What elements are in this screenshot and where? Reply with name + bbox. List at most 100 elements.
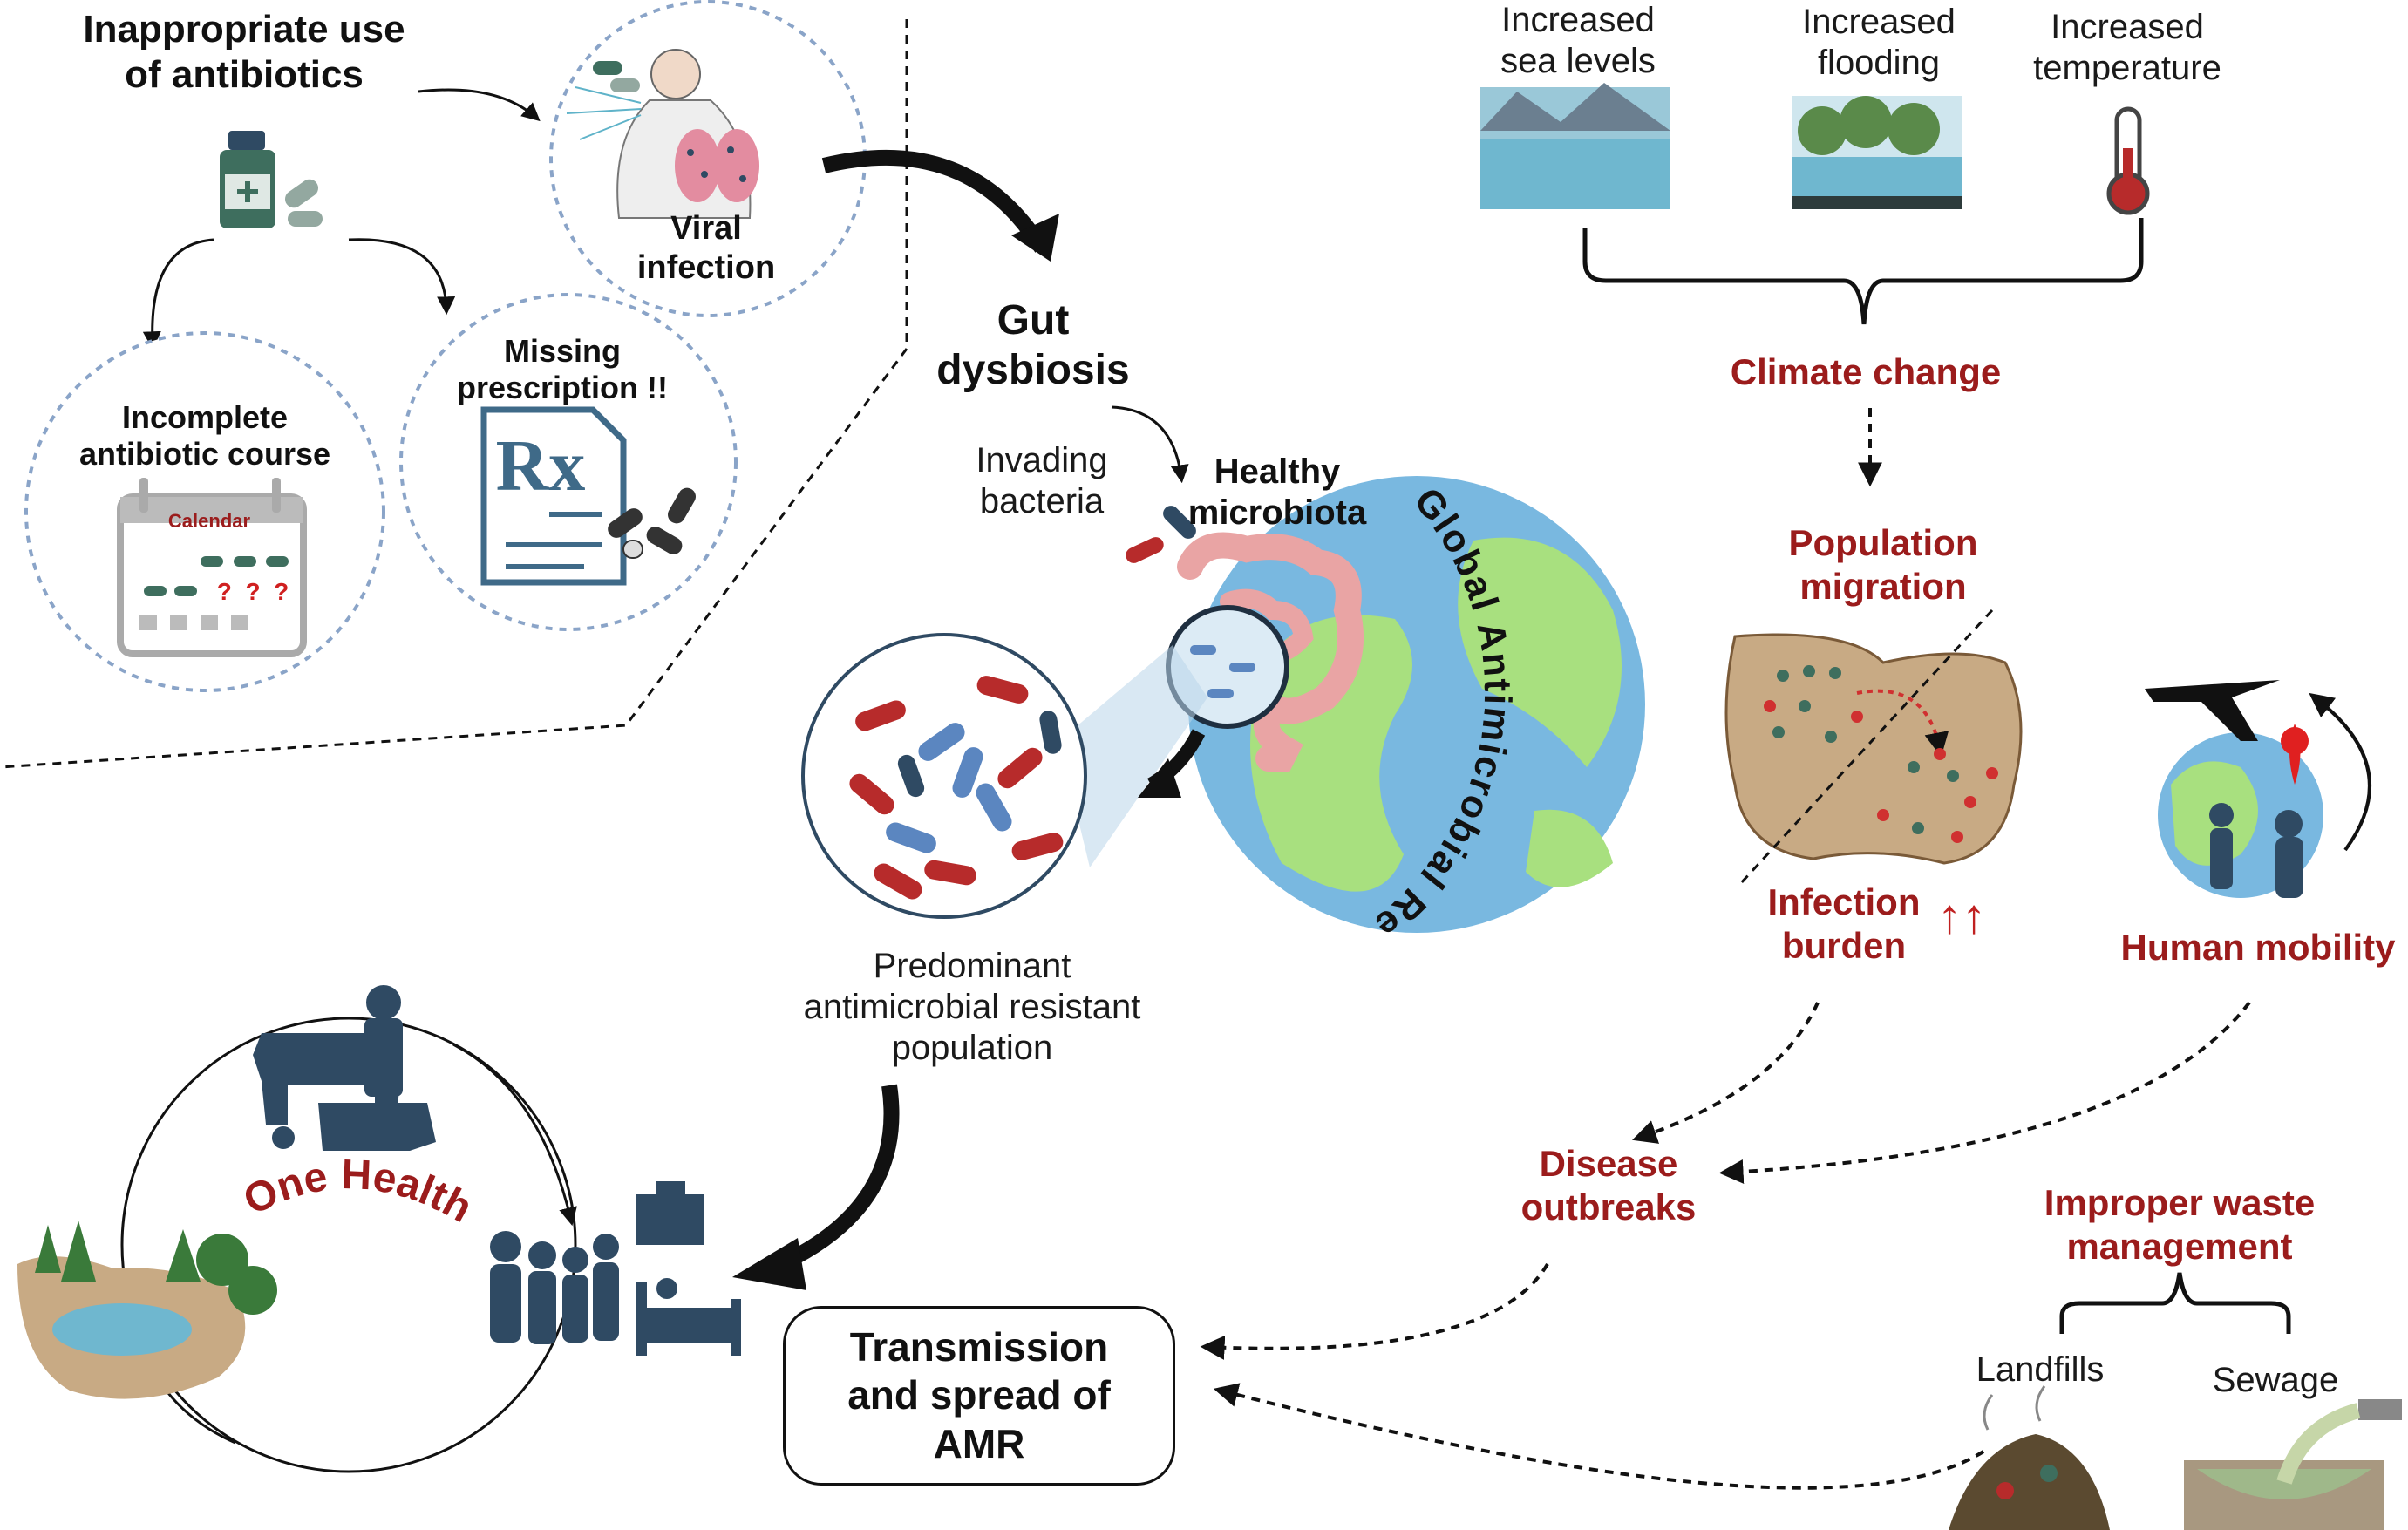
invading-bacteria-line1: Invading bbox=[976, 441, 1108, 479]
healthy-microbiota-line1: Healthy bbox=[1214, 452, 1341, 491]
invading-bacteria-label: Invading bacteria bbox=[946, 440, 1138, 522]
incomplete-course-circle bbox=[24, 331, 385, 692]
viral-infection-label: Viral infection bbox=[628, 209, 785, 288]
incomplete-course-line2: antibiotic course bbox=[78, 436, 331, 473]
thermometer-icon bbox=[2106, 106, 2150, 215]
flooding-icon bbox=[1792, 96, 1962, 209]
sewage-icon bbox=[2184, 1399, 2402, 1530]
livestock-farmer-icon bbox=[253, 985, 436, 1151]
gut-dysbiosis-label: Gut dysbiosis bbox=[907, 296, 1160, 395]
sea-level-icon bbox=[1480, 83, 1670, 209]
arrow-resistant-to-amr-head bbox=[732, 1238, 806, 1290]
incomplete-course-label: Incomplete antibiotic course bbox=[61, 399, 349, 473]
temperature-label: Increased temperature bbox=[2014, 7, 2241, 89]
missing-prescription-circle bbox=[399, 293, 738, 631]
human-mobility-icon bbox=[2145, 680, 2323, 898]
zoom-wedge bbox=[1059, 645, 1207, 867]
disease-outbreaks-line2: outbreaks bbox=[1520, 1186, 1697, 1227]
amr-line1: Transmission bbox=[849, 1324, 1109, 1370]
arrow-mobility-loop bbox=[2309, 692, 2371, 852]
section-divider bbox=[0, 19, 908, 769]
temperature-line1: Increased bbox=[2051, 8, 2204, 46]
medicine-bottle-icon bbox=[220, 131, 323, 228]
sea-levels-label: Increased sea levels bbox=[1473, 0, 1683, 82]
healthy-microbiota-label: Healthy microbiota bbox=[1168, 452, 1386, 534]
incomplete-course-line1: Incomplete bbox=[121, 399, 289, 435]
invading-bacteria-line2: bacteria bbox=[979, 482, 1105, 521]
flooding-line1: Increased bbox=[1802, 3, 1956, 41]
sea-levels-line2: sea levels bbox=[1500, 42, 1656, 81]
one-health-title: One Health bbox=[236, 1152, 480, 1232]
infection-burden-line1: Infection bbox=[1767, 881, 1921, 922]
resistant-population-circle bbox=[801, 633, 1087, 919]
flooding-label: Increased flooding bbox=[1779, 2, 1979, 84]
infection-burden-label: Infection burden bbox=[1744, 881, 1944, 967]
calendar-label: Calendar bbox=[167, 510, 251, 532]
resistant-population-label: Predominant antimicrobial resistant popu… bbox=[767, 946, 1177, 1070]
rx-symbol: Rx bbox=[495, 425, 586, 507]
viral-infection-line1: Viral bbox=[670, 210, 742, 247]
amr-transmission-box: Transmission and spread of AMR bbox=[783, 1306, 1175, 1486]
one-health-cycle bbox=[120, 1017, 577, 1473]
gut-dysbiosis-line1: Gut bbox=[997, 297, 1070, 343]
question-mark-3: ? bbox=[274, 578, 289, 605]
improper-waste-line2: management bbox=[2066, 1225, 2293, 1267]
disease-outbreaks-label: Disease outbreaks bbox=[1495, 1142, 1722, 1228]
population-migration-label: Population migration bbox=[1770, 521, 1996, 608]
sewage-label: Sewage bbox=[2212, 1361, 2339, 1399]
climate-change-label: Climate change bbox=[1730, 351, 2002, 392]
viral-infection-circle bbox=[549, 0, 867, 317]
arrow-outbreaks-to-amr bbox=[1200, 1262, 1549, 1360]
population-migration-line2: migration bbox=[1799, 565, 1967, 607]
arrow-gut-to-resistant-head bbox=[1138, 758, 1181, 798]
missing-prescription-line1: Missing bbox=[503, 333, 621, 369]
arrow-viral-to-gut bbox=[821, 149, 1049, 253]
arrow-viral-to-gut-head bbox=[1011, 214, 1059, 262]
population-migration-line1: Population bbox=[1788, 522, 1978, 563]
healthy-microbiota-line2: microbiota bbox=[1187, 493, 1367, 533]
amr-line2: and spread of bbox=[847, 1372, 1111, 1418]
arrow-antibiotics-to-viral bbox=[418, 88, 541, 122]
globe bbox=[1188, 476, 1645, 933]
arrow-one-health-top bbox=[452, 1043, 577, 1227]
arrow-resistant-to-amr bbox=[781, 1084, 900, 1270]
people-hospital-icon bbox=[490, 1181, 741, 1356]
calendar-question-marks: ? ? ? bbox=[201, 577, 305, 606]
arrow-dysbiosis-to-microbiota bbox=[1111, 405, 1189, 484]
landfill-icon bbox=[1949, 1385, 2110, 1530]
missing-prescription-line2: prescription !! bbox=[456, 370, 668, 406]
antibiotics-title-line2: of antibiotics bbox=[125, 52, 364, 96]
antibiotics-title-line1: Inappropriate use bbox=[83, 8, 405, 51]
invading-bacteria-icon bbox=[1126, 506, 1196, 563]
infection-burden-line2: burden bbox=[1781, 924, 1907, 966]
one-health-title-path: One Health bbox=[236, 1152, 480, 1232]
question-mark-1: ? bbox=[216, 578, 232, 605]
missing-prescription-label: Missing prescription !! bbox=[436, 333, 689, 407]
sea-levels-line1: Increased bbox=[1501, 1, 1655, 39]
disease-outbreaks-line1: Disease bbox=[1539, 1143, 1678, 1184]
viral-infection-line2: infection bbox=[636, 248, 776, 286]
arrow-antibiotics-to-missing bbox=[348, 238, 456, 316]
resistant-population-line3: population bbox=[891, 1029, 1053, 1068]
improper-waste-label: Improper waste management bbox=[2023, 1181, 2337, 1268]
ecosystem-icon bbox=[17, 1221, 277, 1399]
question-mark-2: ? bbox=[245, 578, 261, 605]
gut-dysbiosis-line2: dysbiosis bbox=[936, 346, 1130, 393]
migration-map bbox=[1724, 609, 2023, 887]
arrow-waste-to-amr bbox=[1213, 1383, 1985, 1490]
resistant-population-line1: Predominant bbox=[873, 947, 1071, 985]
infection-burden-arrows: ↑↑ bbox=[1937, 888, 1986, 943]
arrow-infection-to-outbreaks bbox=[1632, 1002, 1820, 1144]
amr-line3: AMR bbox=[933, 1420, 1025, 1466]
climate-bracket bbox=[1582, 218, 2144, 325]
improper-waste-line1: Improper waste bbox=[2044, 1182, 2316, 1223]
landfills-label: Landfills bbox=[1976, 1350, 2105, 1389]
human-mobility-label: Human mobility bbox=[2120, 927, 2396, 968]
resistant-population-line2: antimicrobial resistant bbox=[803, 988, 1141, 1027]
arrow-mobility-to-outbreaks bbox=[1718, 1001, 2251, 1184]
temperature-line2: temperature bbox=[2033, 49, 2221, 88]
arrow-antibiotics-to-incomplete bbox=[142, 238, 214, 350]
waste-bracket bbox=[2059, 1272, 2291, 1334]
flooding-line2: flooding bbox=[1817, 44, 1941, 83]
